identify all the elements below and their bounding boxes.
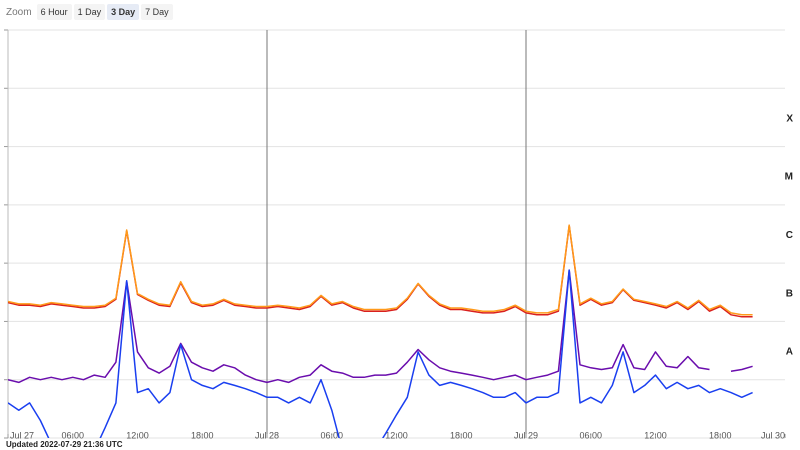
zoom-label: Zoom [6,6,32,18]
x-tick-label: 06:00 [61,430,84,440]
x-tick-label: 12:00 [385,430,408,440]
series-line [8,224,753,316]
class-label: C [786,230,793,241]
chart: Jul 27 06:00 12:00 18:00 Jul 28 06:00 12:00 18:… [4,29,793,440]
zoom-button[interactable]: 7 Day [141,4,173,20]
series-line [8,269,753,438]
x-tick-label: Jul 28 [255,430,279,440]
class-label: M [785,172,793,183]
x-tick-label: 18:00 [191,430,214,440]
x-tick-label: 06:00 [579,430,602,440]
zoom-button[interactable]: 3 Day [107,4,140,20]
updated-text: Updated 2022-07-29 21:36 UTC [6,440,123,449]
zoom-button[interactable]: 6 Hour [36,4,72,20]
x-tick-label: Jul 30 [761,430,785,440]
x-tick-label: Jul 27 [10,430,34,440]
x-tick-label: 06:00 [320,430,343,440]
class-label: X [786,113,793,124]
x-tick-label: Jul 29 [514,430,538,440]
class-label: A [786,347,793,358]
x-tick-label: 12:00 [126,430,149,440]
zoom-button[interactable]: 1 Day [73,4,106,20]
x-tick-label: 18:00 [709,430,732,440]
zoom-bar: Zoom 6 Hour 1 Day 3 Day 7 Day [6,4,173,20]
x-tick-label: 12:00 [644,430,667,440]
x-tick-label: 18:00 [450,430,473,440]
class-label: B [786,288,793,299]
